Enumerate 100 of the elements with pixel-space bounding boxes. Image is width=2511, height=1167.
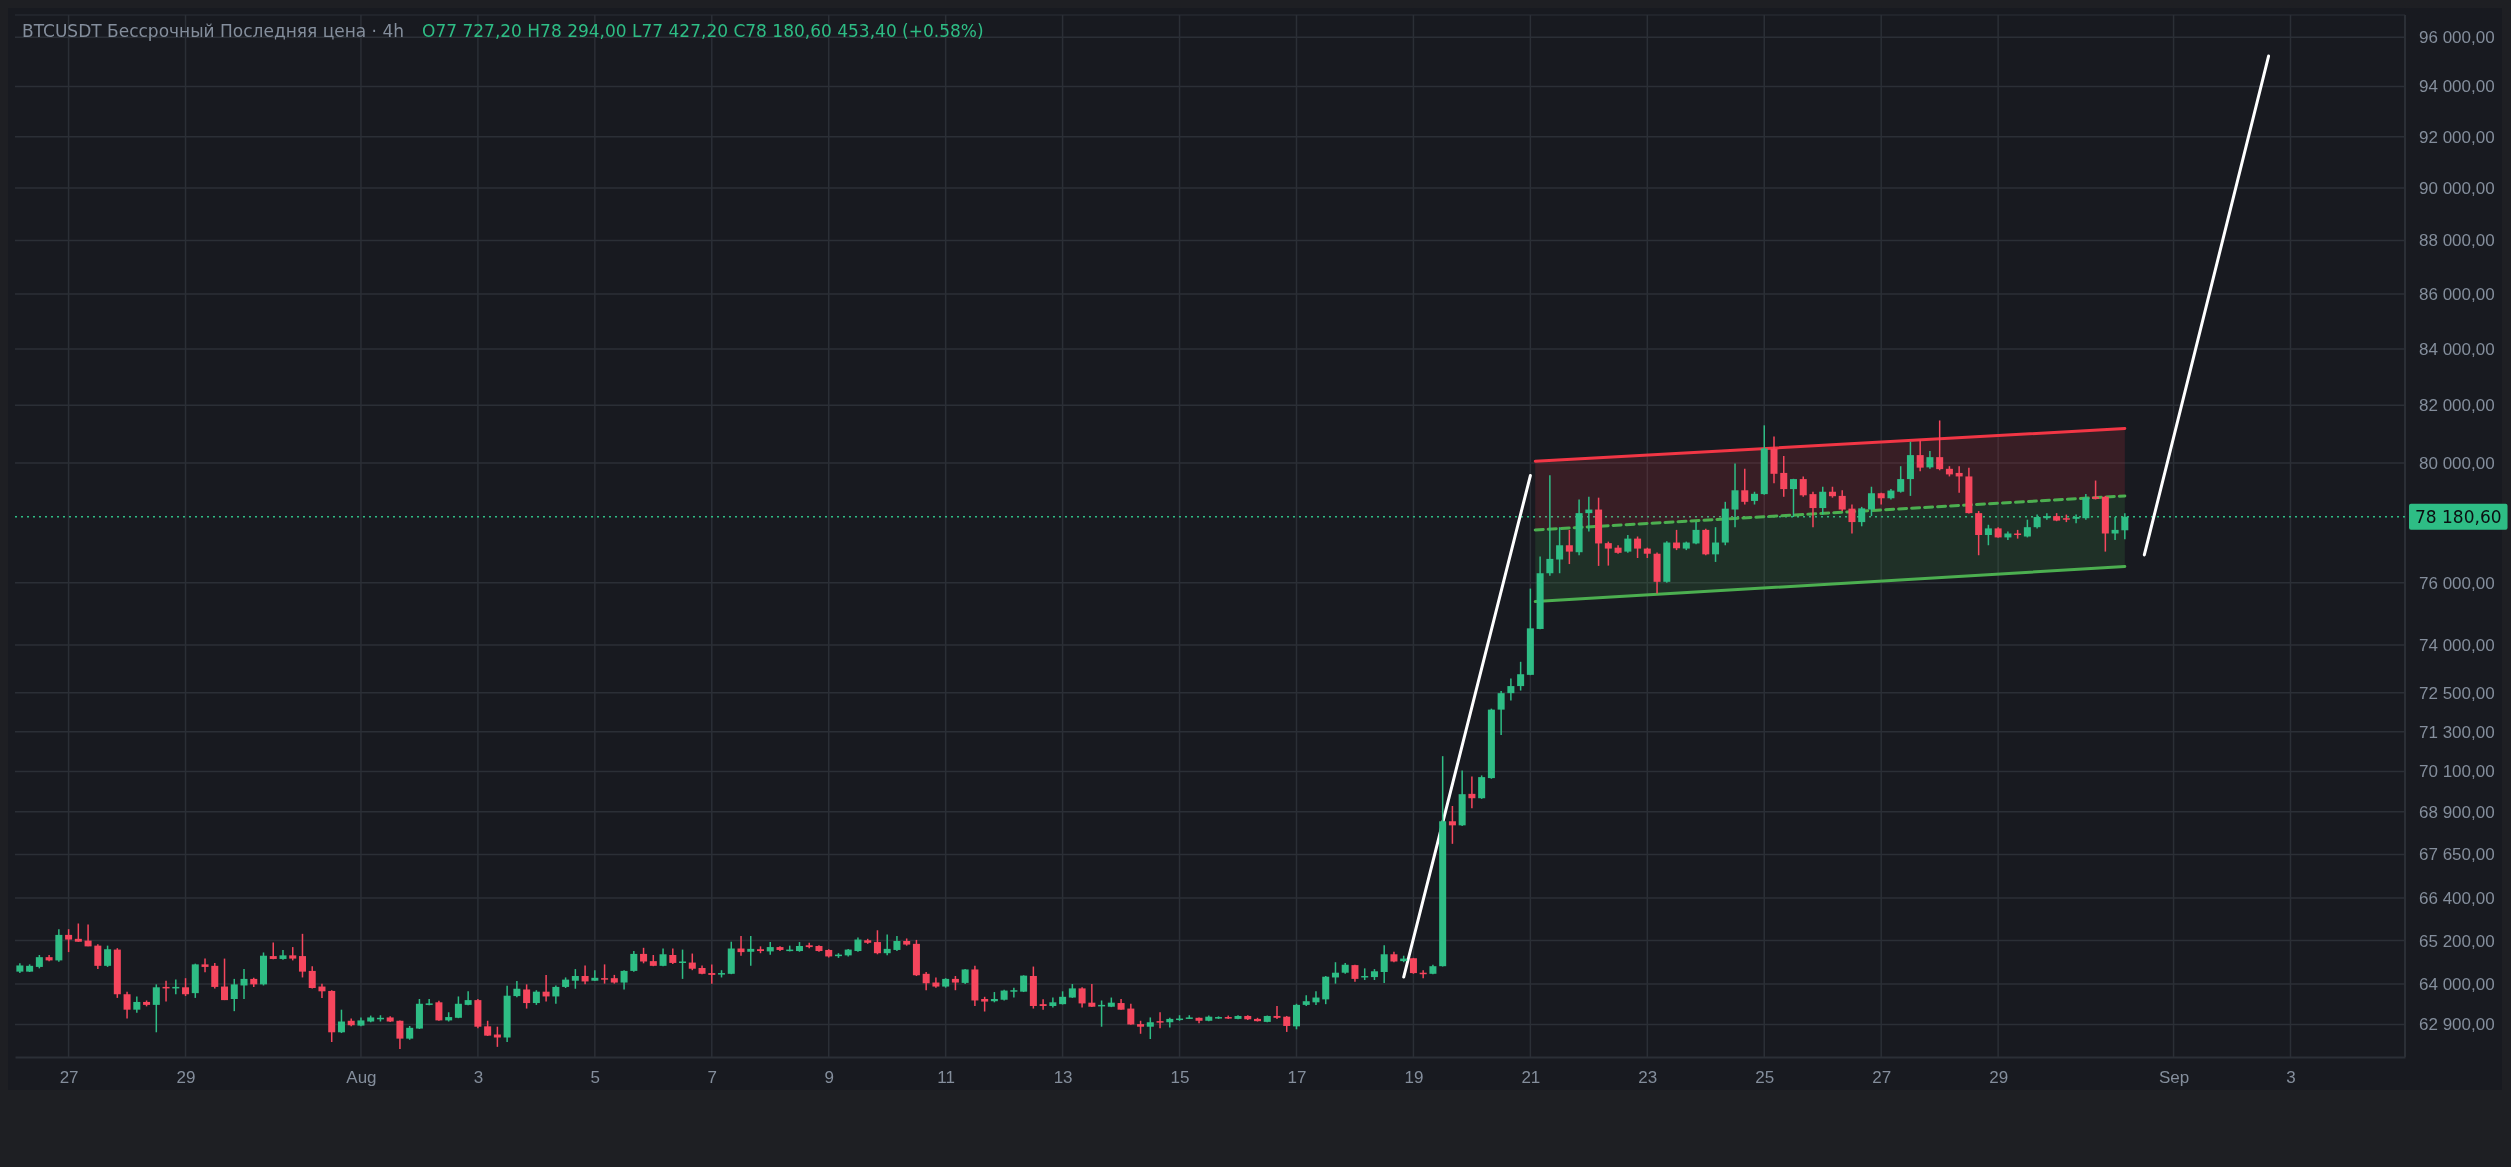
- candlestick: [679, 948, 687, 980]
- candlestick: [1634, 535, 1642, 559]
- y-tick-label: 86 000,00: [2419, 285, 2495, 305]
- candlestick: [1848, 503, 1856, 535]
- candlestick: [298, 933, 306, 979]
- candlestick: [932, 976, 940, 989]
- candlestick: [1692, 521, 1700, 546]
- x-tick-label: 13: [1053, 1068, 1073, 1088]
- y-tick-label: 64 000,00: [2419, 974, 2495, 994]
- candlestick: [1039, 998, 1047, 1011]
- x-tick-label: 3: [473, 1068, 484, 1088]
- candlestick: [1984, 524, 1992, 547]
- candlestick: [766, 941, 774, 956]
- x-tick-label: 7: [707, 1068, 718, 1088]
- y-tick-label: 72 500,00: [2419, 683, 2495, 703]
- candlestick: [1916, 439, 1924, 472]
- candlestick: [1604, 540, 1612, 567]
- chart-title: BTCUSDT Бессрочный Последняя цена · 4h: [22, 21, 405, 41]
- candlestick: [873, 929, 881, 956]
- y-tick-label: 62 900,00: [2419, 1015, 2495, 1035]
- candlestick: [396, 1019, 404, 1050]
- candlestick: [571, 968, 579, 990]
- x-tick-label: 9: [824, 1068, 834, 1088]
- candlestick: [1478, 774, 1486, 800]
- x-tick-label: 29: [1989, 1068, 2009, 1088]
- y-tick-label: 70 100,00: [2419, 762, 2495, 782]
- y-tick-label: 76 000,00: [2419, 573, 2495, 593]
- x-tick-label: 25: [1755, 1068, 1775, 1088]
- x-tick-label: 29: [176, 1068, 196, 1088]
- candlestick: [552, 984, 560, 1005]
- y-tick-label: 88 000,00: [2419, 231, 2495, 251]
- y-tick-label: 68 900,00: [2419, 802, 2495, 822]
- candlestick: [94, 943, 102, 970]
- candlestick: [1799, 475, 1807, 498]
- candlestick: [620, 969, 628, 991]
- candlestick: [1565, 529, 1573, 565]
- y-tick-label: 65 200,00: [2419, 931, 2495, 951]
- candlestick: [1712, 526, 1720, 563]
- candlestick: [1380, 944, 1388, 984]
- candlestick: [1556, 526, 1564, 574]
- x-tick-label: 27: [59, 1068, 79, 1088]
- candlestick: [591, 969, 599, 982]
- candlestick: [1780, 455, 1788, 498]
- candlestick: [1975, 510, 1983, 556]
- candlestick: [883, 933, 891, 957]
- y-tick-label: 80 000,00: [2419, 453, 2495, 473]
- x-tick-label: Sep: [2158, 1068, 2190, 1088]
- candlestick: [1741, 468, 1749, 506]
- candlestick: [435, 1000, 443, 1022]
- candlestick: [1127, 1003, 1135, 1026]
- candlestick: [269, 941, 277, 961]
- candlestick: [1273, 1005, 1281, 1020]
- candlestick: [747, 935, 755, 967]
- candlestick: [1468, 775, 1476, 810]
- y-tick-label: 67 650,00: [2419, 845, 2495, 865]
- candlestick: [601, 963, 609, 985]
- candlestick: [104, 944, 112, 968]
- candlestick: [337, 1008, 345, 1034]
- y-tick-label: 92 000,00: [2419, 127, 2495, 147]
- x-tick-label: 19: [1404, 1068, 1424, 1088]
- candlestick: [493, 1025, 501, 1048]
- candlestick: [1497, 690, 1505, 736]
- candlestick: [1078, 986, 1086, 1009]
- candlestick: [1809, 491, 1817, 528]
- candlestick: [201, 957, 209, 974]
- y-tick-label: 66 400,00: [2419, 888, 2495, 908]
- y-tick-label: 71 300,00: [2419, 722, 2495, 742]
- candlestick: [1292, 1003, 1300, 1031]
- candlestick: [152, 983, 160, 1034]
- candlestick: [240, 968, 248, 1000]
- y-tick-label: 96 000,00: [2419, 28, 2495, 48]
- x-tick-label: 15: [1170, 1068, 1190, 1088]
- candlestick: [1010, 986, 1018, 999]
- annotation: O77 727,20 H78 294,00 L77 427,20 C78 180,60 453,40 (+0.58%): [422, 21, 984, 41]
- x-tick-label: 27: [1872, 1068, 1892, 1088]
- candlestick: [221, 957, 229, 1001]
- candlestick: [1897, 465, 1905, 494]
- candlestick: [211, 962, 219, 990]
- candlestick: [1936, 419, 1944, 472]
- candlestick: [922, 971, 930, 991]
- candlestick: [523, 983, 531, 1010]
- candlestick: [581, 964, 589, 986]
- candlestick: [708, 963, 716, 985]
- candlestick: [1146, 1016, 1154, 1040]
- candlestick: [1507, 677, 1515, 702]
- candlestick: [1517, 661, 1525, 692]
- candlestick: [230, 978, 238, 1012]
- x-tick-label: 21: [1521, 1068, 1541, 1088]
- candlestick: [1838, 489, 1846, 512]
- candlestick: [74, 922, 82, 943]
- y-tick-label: 90 000,00: [2419, 178, 2495, 198]
- candlestick: [65, 928, 73, 953]
- y-tick-label: 84 000,00: [2419, 340, 2495, 359]
- candlestick: [630, 950, 638, 973]
- ref-line-label: 78 180,60: [2415, 506, 2502, 527]
- x-tick-label: Aug: [346, 1068, 377, 1088]
- x-tick-label: 5: [590, 1068, 601, 1088]
- y-tick-label: 82 000,00: [2419, 396, 2495, 416]
- x-tick-label: 17: [1287, 1068, 1307, 1088]
- x-tick-label: 3: [2286, 1068, 2296, 1088]
